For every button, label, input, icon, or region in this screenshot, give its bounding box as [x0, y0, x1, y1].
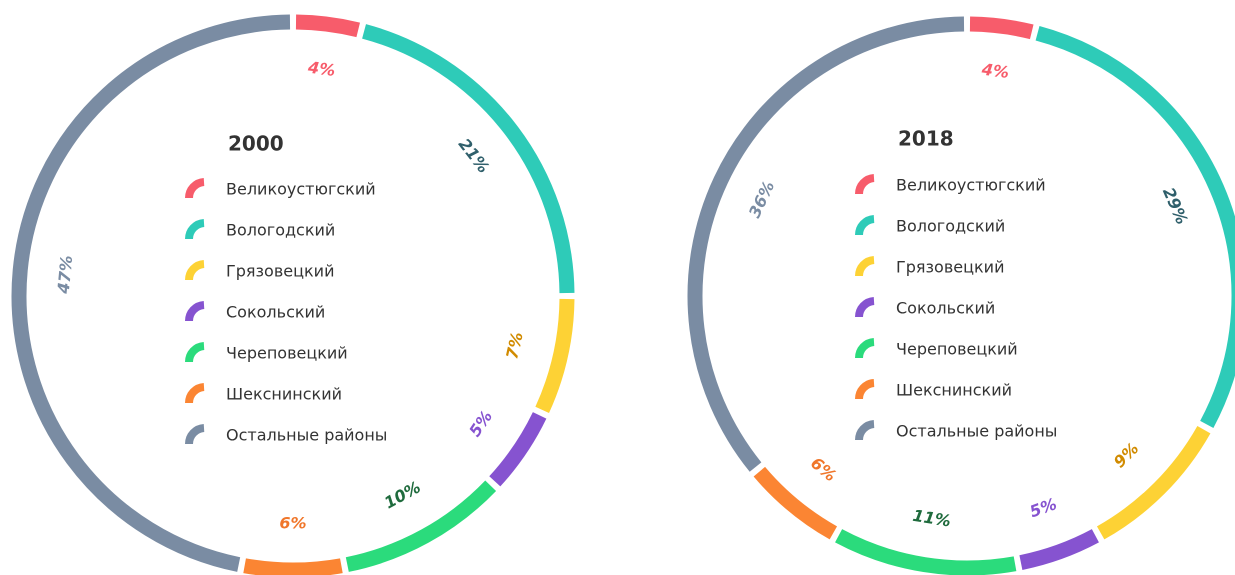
legend-icon — [854, 379, 875, 400]
legend-label: Сокольский — [896, 299, 995, 318]
value-label: 29% — [1159, 185, 1192, 228]
legend-icon — [184, 178, 205, 199]
value-label: 4% — [980, 60, 1010, 82]
donut-segment — [835, 529, 1017, 575]
legend-label: Шекснинский — [896, 381, 1012, 400]
legend-label: Великоустюгский — [226, 180, 376, 199]
value-label: 47% — [54, 254, 77, 295]
legend-label: Череповецкий — [226, 344, 348, 363]
legend-icon — [854, 338, 875, 359]
chart-title: 2018 — [898, 127, 954, 151]
legend-label: Остальные районы — [896, 422, 1057, 441]
value-label: 11% — [911, 506, 952, 531]
legend-label: Остальные районы — [226, 426, 387, 445]
value-label: 7% — [502, 330, 526, 361]
donut-segment — [687, 16, 965, 472]
donut-segment — [345, 480, 497, 572]
legend-icon — [184, 301, 205, 322]
donut-segment — [295, 14, 361, 38]
donut-segment — [362, 24, 575, 294]
value-label: 10% — [381, 477, 424, 512]
donut-segment — [969, 16, 1034, 40]
value-label: 4% — [306, 58, 336, 80]
legend-label: Вологодский — [896, 217, 1005, 236]
donut-segment — [489, 412, 547, 487]
legend-icon — [854, 297, 875, 318]
legend-label: Череповецкий — [896, 340, 1018, 359]
legend-icon — [184, 383, 205, 404]
value-label: 6% — [279, 514, 306, 533]
legend-icon — [854, 420, 875, 441]
donut-segment — [1019, 529, 1099, 570]
legend-label: Грязовецкий — [226, 262, 334, 281]
legend-label: Вологодский — [226, 221, 335, 240]
legend-icon — [184, 260, 205, 281]
legend-icon — [184, 342, 205, 363]
chart-title: 2000 — [228, 132, 284, 156]
value-label: 36% — [745, 178, 778, 221]
legend-label: Великоустюгский — [896, 176, 1046, 195]
donut-segment — [535, 298, 575, 414]
value-label: 5% — [465, 407, 496, 440]
value-label: 21% — [455, 135, 493, 177]
legend-icon — [184, 219, 205, 240]
donut-segment — [1096, 425, 1211, 540]
value-label: 9% — [1110, 439, 1143, 472]
donut-segment — [11, 14, 291, 572]
legend-label: Сокольский — [226, 303, 325, 322]
legend-icon — [184, 424, 205, 445]
legend-icon — [854, 215, 875, 236]
legend-icon — [854, 174, 875, 195]
legend-label: Грязовецкий — [896, 258, 1004, 277]
donut-segment — [1035, 26, 1235, 428]
legend-label: Шекснинский — [226, 385, 342, 404]
donut-segment — [243, 558, 343, 575]
value-label: 5% — [1027, 494, 1059, 521]
legend-icon — [854, 256, 875, 277]
value-label: 6% — [807, 453, 840, 485]
donut-segment — [753, 466, 838, 540]
